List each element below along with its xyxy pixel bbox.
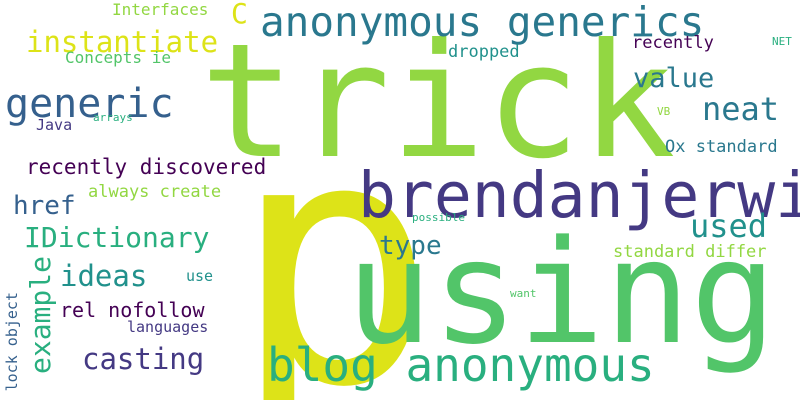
word-generic: generic [5,81,174,127]
word-p: p [232,66,437,400]
word-use: use [186,267,214,285]
word-ideas: ideas [60,259,148,293]
word-blog-anonymous: blog anonymous [267,338,655,392]
word-languages: languages [127,318,209,336]
word-rel-nofollow: rel nofollow [60,298,205,322]
word-want: want [510,287,537,300]
word-using: using [346,209,777,376]
word-anonymous-generics: anonymous generics [260,0,705,46]
word-trick: trick [200,10,676,194]
word-always-create: always create [88,182,222,202]
word-arrays: arrays [93,111,133,124]
word-brendanjerwin: brendanjerwin [358,159,800,232]
word-recently-top: recently [632,33,714,53]
word-net: NET [772,35,792,48]
word-used: used [690,207,768,245]
word-href: href [13,191,76,221]
word-type: type [379,231,442,261]
word-concepts-ie: Concepts ie [65,48,171,67]
word-neat: neat [702,90,780,128]
word-dropped: dropped [448,42,520,62]
word-casting: casting [82,342,205,376]
word-c: C [231,0,248,30]
word-interfaces: Interfaces [112,0,209,19]
word-standard-differ: standard differ [613,242,767,262]
word-idictionary: IDictionary [24,221,210,254]
word-java: Java [36,116,73,134]
word-possible: possible [412,211,465,224]
word-vb: VB [657,105,671,118]
word-recently-discovered: recently discovered [26,155,267,179]
word-example: example [24,256,57,375]
word-instantiate: instantiate [26,25,219,59]
word-lock-object: lock object [3,292,21,392]
word-value: value [633,63,715,94]
word-ox-standard: Ox standard [665,137,778,157]
